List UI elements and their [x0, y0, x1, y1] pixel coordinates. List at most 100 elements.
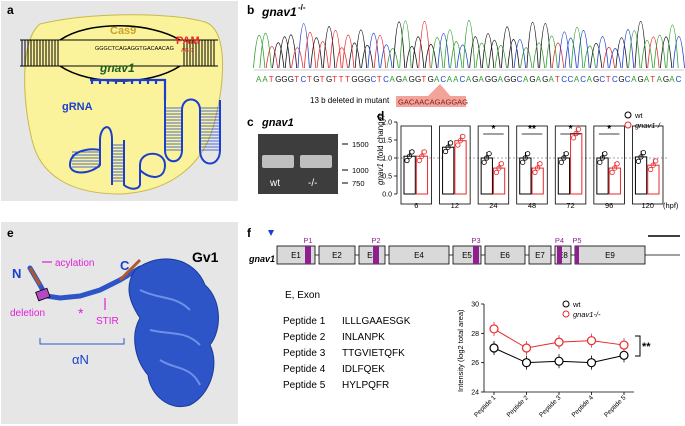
- panel-letter-f: f: [247, 226, 252, 240]
- gene-model-label: gnav1: [248, 254, 275, 264]
- gnav1-gene-label: gnav1: [99, 61, 135, 75]
- sig-marker: *: [569, 124, 573, 135]
- xtick-label: Peptide 3: [538, 394, 563, 419]
- ytick-label: 30: [471, 302, 479, 309]
- panel-letter-d: d: [377, 109, 384, 123]
- ytick-label: 2.0: [382, 120, 392, 127]
- deleted-seq-box: [396, 96, 466, 107]
- data-point: [522, 155, 528, 161]
- chromatogram-peak: [456, 44, 469, 69]
- bar-wt-96: [596, 157, 609, 195]
- data-point: [525, 151, 531, 157]
- exon-label-E4: E4: [414, 251, 424, 260]
- point-wt-1: [489, 343, 499, 353]
- sig-marker: *: [607, 124, 611, 135]
- bar-group-frame: [632, 125, 664, 205]
- point-gnav1-/--3: [554, 337, 564, 347]
- bar-group-frame: [593, 125, 625, 205]
- chromatogram-peak: [316, 41, 329, 69]
- data-point: [635, 158, 642, 164]
- chromatogram-peak: [570, 27, 584, 69]
- chromatogram-peak: [405, 45, 418, 69]
- bar-chart-xtick: 48: [528, 201, 536, 210]
- chromatogram-title-sup: -/-: [298, 3, 306, 12]
- data-point: [650, 162, 656, 168]
- chromatogram-peak: [342, 34, 355, 69]
- chromatogram-peak: [609, 48, 622, 69]
- chromatogram-peak: [354, 29, 368, 69]
- data-point: [416, 157, 422, 164]
- bar-chart-ylabel: gnav1 (fold change): [376, 114, 385, 185]
- chromatogram-peak: [545, 35, 558, 69]
- stir-label: STIR: [96, 316, 119, 327]
- chromatogram-peak: [469, 36, 482, 69]
- data-point: [602, 151, 608, 157]
- bar-gnav1-/--120: [647, 164, 660, 195]
- chromatogram-peak: [303, 31, 317, 69]
- deletion-caption: 13 b deleted in mutant: [310, 96, 390, 105]
- xtick-label: Peptide 4: [571, 394, 596, 419]
- chromatogram-peak: [329, 30, 342, 69]
- deleted-sequence: GACAACAGAGGAG: [398, 98, 468, 107]
- deletion-label: deletion: [10, 308, 45, 319]
- chromatogram-peak: [551, 42, 565, 69]
- exon-label-E2: E2: [332, 251, 342, 260]
- marker-1500: 1500: [352, 140, 369, 149]
- legend-mut-label: gnav1-/-: [635, 121, 663, 130]
- bar-chart-xtick: 120: [641, 201, 654, 210]
- chromatogram-peak: [348, 42, 361, 69]
- asterisk-marker: *: [78, 305, 84, 321]
- start-marker: [268, 230, 274, 236]
- bar-group-frame: [554, 125, 587, 205]
- chromatogram-peak: [424, 44, 437, 69]
- chromatogram-peak: [284, 34, 298, 69]
- exon-caption: E, Exon: [285, 290, 320, 301]
- marker-1000: 1000: [352, 166, 369, 175]
- chromatogram-peak: [418, 20, 431, 69]
- chromatogram-peak: [659, 36, 673, 69]
- bar-chart-xtick: 6: [414, 201, 418, 210]
- data-point: [573, 130, 579, 137]
- panel-c: c gnav1 wt -/- 1500 1000 750: [247, 115, 369, 194]
- chromatogram-peak: [615, 37, 628, 69]
- chromatogram-peak: [501, 26, 514, 69]
- exon-label-E6: E6: [500, 251, 510, 260]
- significance-bracket: [635, 335, 641, 357]
- data-point: [570, 135, 577, 141]
- grna-stem-loops: [68, 98, 221, 190]
- sig-marker: *: [491, 124, 495, 135]
- chromatogram-peak: [475, 42, 488, 69]
- line-chart-ylabel: Intensity (log2 total area): [456, 309, 465, 392]
- chromatogram-peak: [621, 29, 635, 69]
- peptide-mark-P3: P3: [471, 236, 480, 245]
- point-wt-3: [554, 356, 564, 366]
- peptide-region: [473, 246, 479, 264]
- bar-wt-24: [480, 157, 493, 195]
- data-point: [609, 169, 615, 175]
- chromatogram-peak: [507, 39, 520, 69]
- chromatogram-peak: [526, 21, 539, 69]
- bar-chart-xunit: (hpf): [663, 201, 679, 210]
- bar-chart-xtick: 96: [605, 201, 613, 210]
- data-point: [638, 154, 644, 160]
- exon-label-E1: E1: [291, 251, 301, 260]
- data-point: [455, 142, 461, 148]
- bar-chart-xtick: 72: [566, 201, 574, 210]
- point-gnav1-/--5: [619, 340, 629, 350]
- chromatogram-peak: [272, 42, 285, 69]
- chromatogram-trace: [253, 20, 685, 69]
- chromatogram-sequence: AATGGGTCTGTGTTTGGGCTCAGAGGTGACAACAGAGGAG…: [256, 75, 682, 84]
- line-chart: 24 26 28 30 Peptide 1 Peptide 2 Peptide 3 Pepti…: [471, 302, 634, 419]
- chromatogram-peak: [583, 45, 596, 69]
- chromatogram-peak: [373, 34, 387, 69]
- c-terminus-label: C: [120, 258, 130, 273]
- grna-strand: [90, 78, 167, 100]
- bar-gnav1-/--72: [570, 133, 583, 195]
- bar-gnav1-/--24: [492, 167, 506, 195]
- bar-gnav1-/--12: [454, 140, 467, 195]
- data-point: [520, 159, 526, 165]
- chromatogram-peak: [602, 46, 615, 69]
- panel-letter-e: e: [7, 226, 14, 240]
